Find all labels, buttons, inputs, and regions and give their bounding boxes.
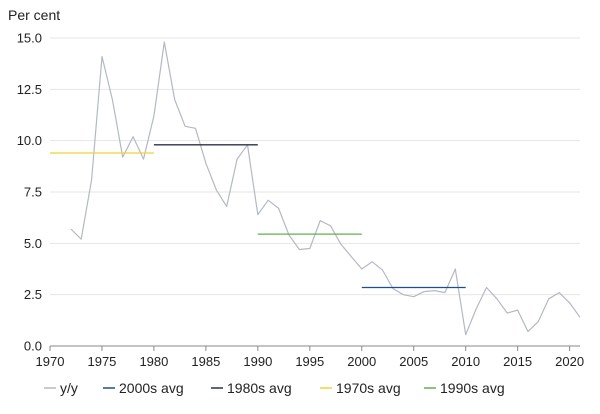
x-tick-label: 1995 bbox=[295, 354, 324, 369]
y-tick-label: 12.5 bbox=[17, 82, 42, 97]
grid bbox=[50, 37, 580, 296]
x-tick-label: 2000 bbox=[347, 354, 376, 369]
legend-item-y-y: y/y bbox=[44, 380, 78, 396]
legend-label: 1990s avg bbox=[440, 380, 505, 396]
legend: y/y 2000s avg 1980s avg 1970s avg 1990s avg bbox=[44, 380, 505, 396]
x-tick-label: 1990 bbox=[243, 354, 272, 369]
legend-label: 2000s avg bbox=[119, 380, 184, 396]
x-tick-label: 1985 bbox=[191, 354, 220, 369]
legend-label: 1970s avg bbox=[336, 380, 401, 396]
x-tick-label: 2005 bbox=[399, 354, 428, 369]
y-tick-label: 7.5 bbox=[24, 185, 42, 200]
x-tick-label: 1970 bbox=[36, 354, 65, 369]
y-axis-label: Per cent bbox=[8, 7, 60, 23]
legend-label: y/y bbox=[60, 380, 78, 396]
legend-item-1980s-avg: 1980s avg bbox=[211, 380, 292, 396]
series-line-y-y bbox=[70, 41, 581, 336]
y-tick-label: 10.0 bbox=[17, 133, 42, 148]
x-tick-label: 1975 bbox=[87, 354, 116, 369]
y-tick-label: 15.0 bbox=[17, 31, 42, 46]
y-tick-label: 2.5 bbox=[24, 287, 42, 302]
y-tick-label: 0.0 bbox=[24, 339, 42, 354]
legend-item-1970s-avg: 1970s avg bbox=[320, 380, 401, 396]
x-tick-label: 1980 bbox=[139, 354, 168, 369]
series-layer bbox=[50, 41, 581, 336]
legend-item-1990s-avg: 1990s avg bbox=[424, 380, 505, 396]
legend-label: 1980s avg bbox=[227, 380, 292, 396]
x-tick-label: 2010 bbox=[451, 354, 480, 369]
x-tick-label: 2020 bbox=[555, 354, 584, 369]
legend-item-2000s-avg: 2000s avg bbox=[103, 380, 184, 396]
x-tick-label: 2015 bbox=[503, 354, 532, 369]
y-tick-label: 5.0 bbox=[24, 236, 42, 251]
axes: 0.0 2.5 5.0 7.5 10.0 12.5 15.0 1970 1975 1980 1985… bbox=[17, 31, 584, 370]
